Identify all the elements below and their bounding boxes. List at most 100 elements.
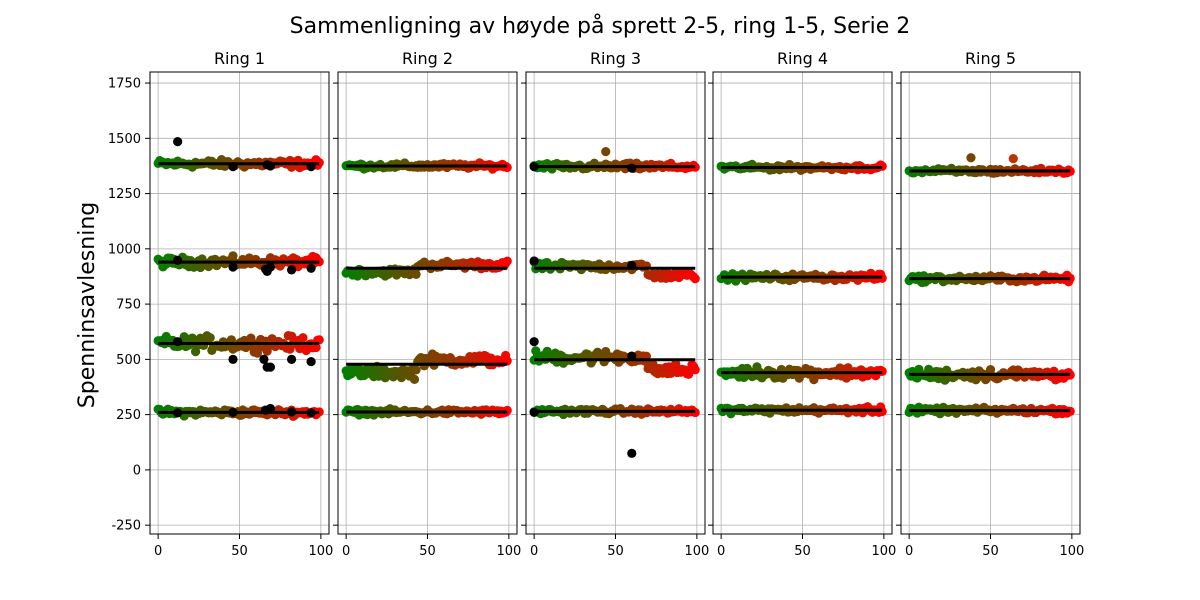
outlier-point — [286, 265, 297, 275]
panel-4: 0 50 100 Ring 4 — [708, 49, 896, 559]
data-point — [809, 375, 819, 385]
outlier-point — [228, 407, 238, 418]
data-point — [648, 359, 658, 369]
y-tick-label: 1250 — [108, 187, 141, 202]
outlier-point — [286, 354, 297, 364]
series-1 — [529, 158, 700, 174]
y-tick-label: 1750 — [108, 77, 141, 92]
data-point — [502, 256, 512, 266]
outlier-point — [627, 163, 637, 173]
outlier-point — [173, 408, 183, 418]
outlier-point — [228, 354, 238, 364]
plot-area — [529, 146, 700, 458]
outlier-point — [1008, 154, 1018, 164]
series-4 — [904, 402, 1075, 419]
y-tick-label: 250 — [116, 408, 141, 423]
y-tick-label: 1500 — [108, 132, 141, 147]
outlier-point — [529, 256, 539, 266]
x-tick-label: 100 — [871, 544, 896, 559]
panel-title: Ring 1 — [214, 49, 265, 68]
series-3 — [716, 362, 887, 385]
outlier-point — [286, 407, 297, 417]
outlier-point — [173, 137, 183, 147]
series-3 — [341, 349, 512, 384]
panel-title: Ring 2 — [402, 49, 453, 68]
outlier-point — [306, 263, 316, 273]
series-2 — [153, 251, 324, 273]
data-point — [411, 365, 421, 375]
x-tick-label: 100 — [684, 544, 709, 559]
plot-area — [716, 159, 887, 419]
series-1 — [153, 154, 324, 173]
data-point — [502, 405, 512, 415]
outlier-point — [228, 262, 238, 272]
outlier-point — [259, 354, 269, 364]
series-3 — [153, 331, 324, 358]
outlier-point — [228, 162, 238, 172]
series-2 — [904, 270, 1075, 288]
x-tick-label: 50 — [419, 544, 436, 559]
series-4 — [716, 402, 887, 419]
series-1 — [341, 158, 512, 174]
data-point — [311, 342, 321, 353]
panel-title: Ring 5 — [965, 49, 1016, 68]
outlier-point — [173, 337, 183, 347]
panel-2: 0 50 100 Ring 2 — [333, 49, 521, 559]
x-tick-label: 100 — [496, 544, 521, 559]
outlier-point — [529, 162, 539, 172]
series-2 — [341, 256, 512, 281]
x-tick-label: 50 — [794, 544, 811, 559]
panel-title: Ring 4 — [777, 49, 828, 68]
x-tick-label: 0 — [154, 544, 162, 559]
panels-group: 0 50 100-25002505007501000125015001750Ring… — [108, 49, 1084, 559]
series-3 — [904, 364, 1075, 385]
data-point — [502, 162, 512, 173]
chart-title: Sammenligning av høyde på sprett 2-5, ri… — [290, 13, 911, 39]
panel-1: 0 50 100 -250 0 250 500 750 1000 1250 1500 1750 Ring… — [108, 49, 333, 559]
outlier-point — [601, 146, 611, 157]
y-tick-label: 1000 — [108, 242, 141, 257]
plot-area — [153, 137, 324, 422]
series-3 — [529, 346, 700, 379]
outlier-point — [966, 153, 976, 163]
series-4 — [341, 404, 512, 420]
outlier-point — [306, 162, 316, 172]
y-tick-label: -250 — [111, 519, 141, 534]
outlier-point — [627, 351, 637, 361]
x-tick-label: 0 — [717, 544, 725, 559]
series-2 — [716, 268, 887, 286]
series-4 — [529, 403, 700, 420]
outlier-point — [529, 337, 539, 347]
x-tick-label: 0 — [530, 544, 538, 559]
x-tick-label: 100 — [1059, 544, 1084, 559]
series-2 — [529, 257, 700, 284]
data-point — [690, 365, 700, 375]
y-tick-label: 750 — [116, 298, 141, 313]
outlier-point — [627, 448, 637, 458]
x-tick-label: 0 — [342, 544, 350, 559]
outlier-point — [265, 362, 276, 372]
outlier-point — [173, 255, 183, 265]
y-tick-label: 0 — [133, 463, 141, 478]
outlier-point — [265, 262, 276, 272]
data-point — [411, 269, 421, 280]
x-tick-label: 0 — [905, 544, 913, 559]
data-point — [690, 274, 700, 284]
outlier-point — [265, 403, 276, 414]
y-tick-label: 500 — [116, 353, 141, 368]
panel-title: Ring 3 — [590, 49, 641, 68]
x-tick-label: 100 — [308, 544, 333, 559]
outlier-point — [306, 408, 316, 418]
data-point — [690, 162, 700, 172]
series-1 — [904, 163, 1075, 178]
data-point — [252, 348, 262, 358]
panel-3: 0 50 100 Ring 3 — [521, 49, 709, 559]
x-tick-label: 50 — [607, 544, 624, 559]
data-point — [190, 347, 201, 357]
plot-area — [341, 158, 512, 420]
outlier-point — [306, 356, 316, 367]
panel-5: 0 50 100 Ring 5 — [896, 49, 1084, 559]
outlier-point — [529, 407, 539, 418]
data-point — [205, 333, 215, 343]
